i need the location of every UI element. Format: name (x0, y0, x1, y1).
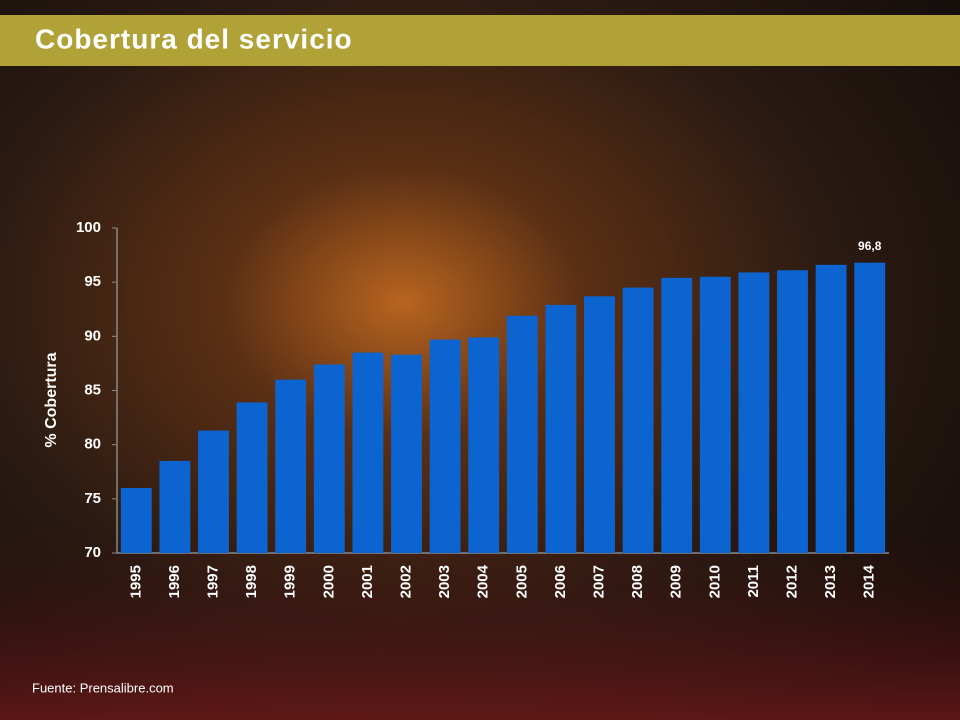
bar (584, 296, 615, 553)
bar (738, 272, 770, 553)
bar (661, 277, 693, 553)
y-tick-label: 95 (84, 273, 101, 290)
value-label: 96,8 (858, 239, 882, 253)
bar (545, 304, 577, 553)
source-note: Fuente: Prensalibre.com (32, 680, 174, 695)
y-tick-label: 100 (76, 219, 101, 236)
x-tick-label: 1998 (243, 565, 260, 598)
y-tick-label: 85 (84, 381, 101, 398)
x-tick-label: 2004 (475, 564, 492, 598)
bar (198, 430, 229, 553)
bar (777, 270, 808, 553)
x-tick-label: 1995 (127, 565, 144, 598)
x-tick-label: 1996 (166, 565, 183, 598)
x-tick-label: 2010 (706, 565, 723, 598)
x-tick-label: 2008 (629, 565, 646, 598)
x-tick-label: 2003 (436, 565, 453, 598)
bar (275, 379, 307, 553)
x-tick-label: 2005 (513, 565, 530, 598)
x-tick-label: 2014 (861, 564, 878, 598)
bar (429, 339, 461, 553)
bar (854, 262, 886, 553)
x-tick-label: 2001 (359, 565, 376, 598)
x-tick-label: 2000 (320, 565, 337, 598)
bar (352, 352, 384, 553)
y-tick-label: 90 (84, 327, 101, 344)
x-tick-label: 2012 (783, 565, 800, 598)
bar (699, 276, 731, 553)
y-axis-label: % Cobertura (43, 352, 60, 447)
bar (622, 287, 654, 553)
bar (391, 354, 422, 553)
bar (313, 364, 345, 553)
bar (236, 402, 268, 553)
x-tick-label: 2002 (397, 565, 414, 598)
title-bar (0, 15, 960, 66)
x-tick-label: 2013 (822, 565, 839, 598)
x-tick-label: 1997 (204, 565, 221, 598)
y-tick-label: 70 (84, 544, 101, 561)
bar (468, 337, 500, 553)
bar (159, 460, 191, 553)
x-tick-label: 2011 (745, 565, 762, 598)
bar (506, 315, 538, 553)
chart-title: Cobertura del servicio (35, 23, 353, 54)
x-tick-label: 1999 (282, 565, 299, 598)
x-tick-label: 2007 (590, 565, 607, 598)
x-tick-label: 2006 (552, 565, 569, 598)
bar (120, 488, 152, 553)
y-tick-label: 80 (84, 436, 101, 453)
bar (815, 264, 847, 553)
x-tick-label: 2009 (668, 565, 685, 598)
y-tick-label: 75 (84, 490, 101, 507)
